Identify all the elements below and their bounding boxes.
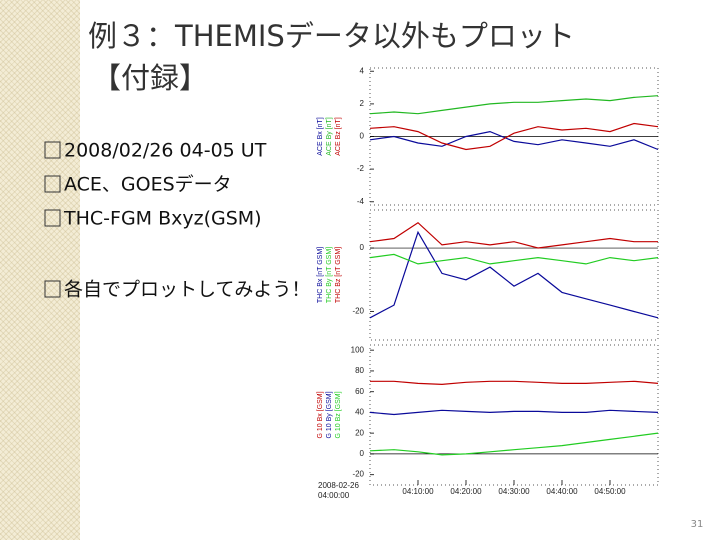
y-tick-label: -20 (352, 307, 364, 316)
bullet-list: 2008/02/26 04-05 UT ACE、GOESデータ THC-FGM … (44, 140, 310, 301)
bullet-box (44, 175, 61, 193)
y-tick-label: 0 (360, 132, 365, 141)
y-tick-label: 4 (360, 66, 365, 75)
axis-label: ACE By [nT] (326, 117, 333, 156)
y-tick-label: -2 (357, 164, 365, 173)
data-line (369, 432, 659, 456)
panel-frame (369, 209, 659, 341)
data-line (369, 130, 659, 151)
data-line (369, 95, 659, 115)
data-line (369, 122, 659, 151)
bullet: THC-FGM Bxyz(GSM) (63, 208, 262, 230)
data-line (369, 409, 659, 416)
side-strip (0, 0, 80, 540)
data-line (369, 221, 658, 249)
y-tick-label: 0 (360, 243, 365, 252)
data-line (369, 253, 659, 265)
y-tick-label: 20 (355, 428, 364, 437)
axis-label: G 10 Bx [GSM] (317, 391, 324, 438)
y-tick-label: 2 (360, 99, 365, 108)
bullet-box (44, 209, 61, 227)
axis-label: ACE Bx [nT] (317, 117, 324, 156)
bullet-box (44, 280, 61, 298)
bullet: 2008/02/26 04-05 UT (64, 140, 267, 162)
y-tick-label: 0 (360, 449, 365, 458)
x-tick-label: 04:50:00 (594, 487, 626, 496)
axis-label: THC Bz [nT GSM] (335, 247, 342, 303)
x-tick-label: 04:30:00 (498, 487, 530, 496)
bullet: ACE、GOESデータ (64, 174, 232, 196)
data-line (369, 230, 659, 319)
axis-label: ACE Bz [nT] (335, 117, 342, 156)
axis-label: THC By [nT GSM] (326, 247, 333, 303)
x-tick-label: 04:40:00 (546, 487, 578, 496)
axis-label: THC Bx [nT GSM] (317, 247, 324, 303)
title: 例３：THEMISデータ以外もプロット (88, 19, 575, 53)
y-tick-label: 40 (355, 408, 364, 417)
y-tick-label: 100 (351, 345, 365, 354)
title: 【付録】 (92, 61, 208, 95)
x-tick-label: 04:20:00 (450, 487, 482, 496)
page-number: 31 (691, 519, 704, 530)
bullet: 各自でプロットしてみよう！ (64, 279, 310, 301)
date-label: 2008-02-26 (318, 481, 359, 490)
data-line (370, 380, 659, 386)
y-tick-label: 80 (355, 366, 364, 375)
y-tick-label: -20 (352, 470, 364, 479)
x-tick-label: 04:10:00 (402, 487, 434, 496)
bullet-box (44, 141, 61, 159)
y-tick-label: -4 (357, 197, 365, 206)
axis-label: G 10 Bz [GSM] (335, 391, 342, 438)
date-label: 04:00:00 (318, 491, 350, 500)
axis-label: G 10 By [GSM] (326, 391, 333, 438)
y-tick-label: 60 (355, 387, 364, 396)
panel-frame (369, 344, 659, 486)
